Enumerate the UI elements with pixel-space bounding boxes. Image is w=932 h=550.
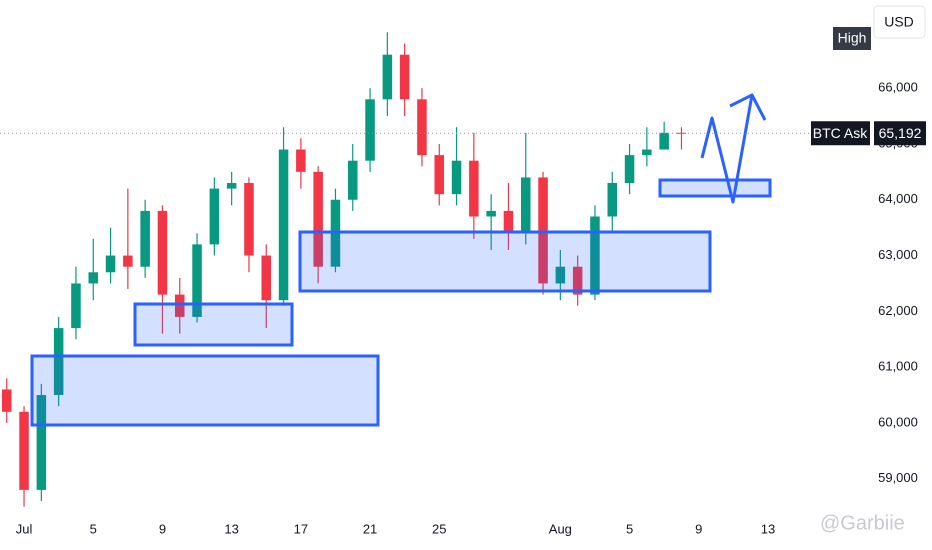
x-tick-label: 9 — [695, 521, 702, 536]
y-tick-label: 61,000 — [878, 359, 918, 374]
x-tick-label: 13 — [224, 521, 238, 536]
candle-body — [261, 255, 272, 301]
candle-body — [192, 244, 202, 317]
y-tick-label: 60,000 — [878, 414, 918, 429]
candle-body — [71, 283, 81, 329]
candle-body — [676, 132, 687, 134]
y-tick-label: 59,000 — [878, 470, 918, 485]
candle-body — [365, 99, 375, 161]
price-label: 65,192 — [879, 125, 922, 141]
candle-body — [503, 210, 514, 234]
x-tick-label: 17 — [294, 521, 308, 536]
candle-body — [53, 328, 64, 396]
plot — [0, 32, 816, 518]
x-tick-label: Aug — [549, 521, 572, 536]
candle-body — [555, 266, 566, 284]
high-tag — [833, 27, 871, 50]
zone — [30, 354, 380, 427]
candle-body — [382, 54, 393, 100]
candle-body — [1, 389, 12, 412]
candle-body — [244, 183, 254, 256]
x-tick-label: 13 — [761, 521, 775, 536]
watermark: @Garbiie — [820, 512, 905, 534]
candle-body — [434, 155, 445, 195]
x-tick-label: 25 — [432, 521, 446, 536]
candle-body — [88, 272, 99, 284]
candle-body — [105, 255, 116, 273]
x-tick-label: 21 — [363, 521, 377, 536]
currency-label: USD — [884, 14, 914, 30]
high-label: High — [838, 30, 867, 46]
candle-body — [19, 411, 29, 490]
y-tick-label: 62,000 — [878, 303, 918, 318]
x-tick-label: Jul — [16, 521, 33, 536]
candle-body — [590, 216, 600, 295]
candle-body — [538, 177, 548, 284]
candle-body — [347, 160, 358, 200]
candle-body — [209, 188, 220, 245]
price-tag — [874, 121, 926, 146]
candle-body — [399, 54, 410, 100]
candle-body — [642, 149, 652, 156]
candle-body — [296, 149, 306, 172]
y-tick-label: 64,000 — [878, 191, 918, 206]
x-tick-label: 5 — [626, 521, 633, 536]
candle-body — [140, 210, 150, 267]
candle-body — [157, 210, 168, 295]
zone — [298, 230, 712, 293]
zone — [658, 178, 772, 198]
y-tick-label: 63,000 — [878, 247, 918, 262]
ask-label: BTC Ask — [813, 125, 868, 141]
candle-body — [607, 183, 618, 217]
candle-body — [278, 149, 289, 301]
zone — [133, 302, 294, 347]
candle-body — [659, 132, 669, 150]
candle-body — [226, 183, 237, 189]
candle-body — [36, 395, 47, 490]
candle-body — [624, 155, 635, 184]
currency-button[interactable] — [873, 5, 926, 39]
candle-body — [123, 255, 133, 267]
x-tick-label: 9 — [159, 521, 166, 536]
projection-arrow — [700, 93, 767, 204]
x-tick-label: 5 — [90, 521, 97, 536]
candle-body — [417, 99, 427, 156]
candle-body — [451, 160, 462, 195]
candle-body — [469, 160, 479, 217]
y-tick-label: 66,000 — [878, 80, 918, 95]
candle-body — [174, 294, 185, 317]
candle-body — [572, 266, 583, 295]
candle-body — [520, 177, 531, 234]
candle-body — [486, 210, 496, 217]
ask-tag — [811, 121, 870, 146]
candle-body — [313, 171, 323, 267]
